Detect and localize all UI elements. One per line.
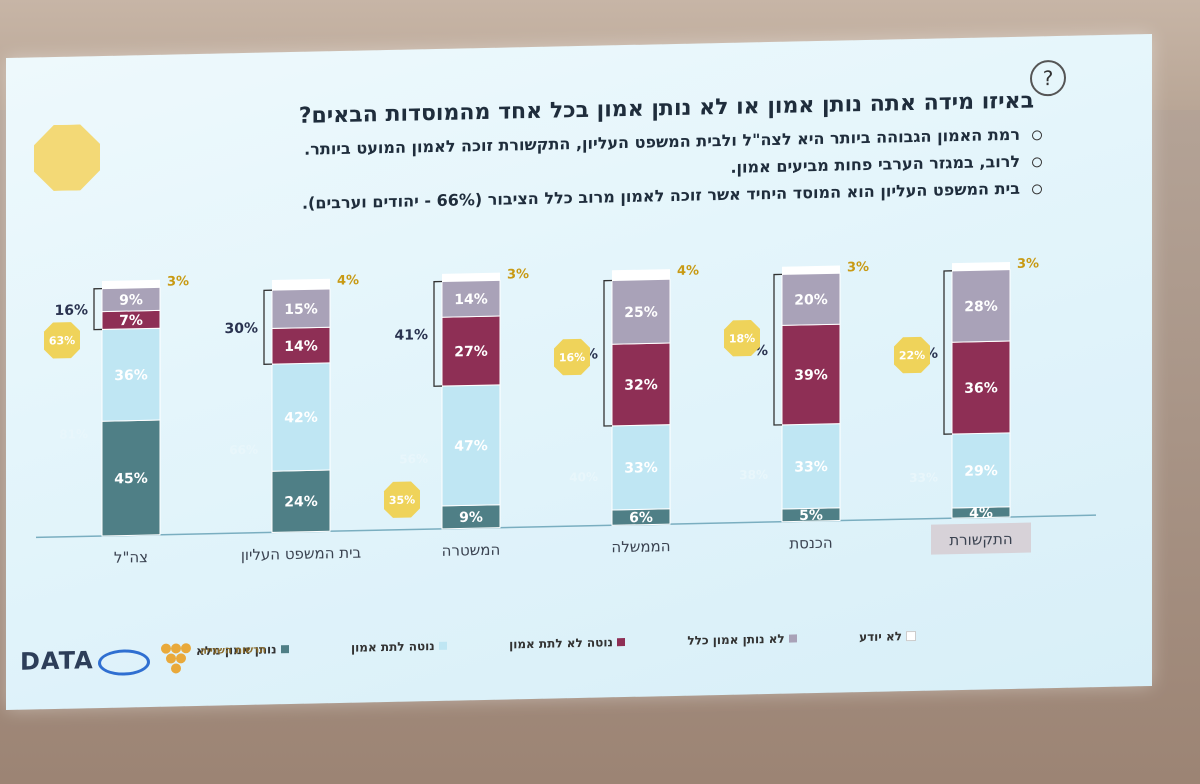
dont-know-label: 4%	[677, 263, 699, 278]
segment-label: 5%	[799, 508, 823, 524]
bar-segment	[782, 265, 840, 275]
legend-swatch	[438, 641, 447, 650]
segment-label: 4%	[969, 505, 993, 521]
dont-know-label: 3%	[1017, 256, 1039, 271]
legend-item: לא נותן אמון כלל	[687, 631, 797, 648]
segment-label: 32%	[624, 377, 658, 394]
no-trust-bracket	[603, 279, 612, 427]
segment-label: 9%	[459, 510, 483, 526]
segment-label: 29%	[964, 463, 998, 480]
segment-label: 14%	[284, 338, 318, 355]
trust-total: 33%	[909, 470, 938, 485]
segment-label: 45%	[114, 471, 148, 488]
dont-know-label: 3%	[507, 267, 529, 282]
trust-total: 40%	[569, 470, 598, 485]
category-label: צה"ל	[114, 548, 148, 567]
segment-label: 33%	[624, 460, 658, 477]
legend-label: לא יודע	[859, 629, 902, 645]
category-label: בית המשפט העליון	[241, 544, 362, 565]
no-trust-total: 41%	[394, 327, 428, 344]
bar-segment	[272, 278, 330, 291]
no-trust-bracket	[433, 280, 442, 387]
legend-swatch	[280, 645, 289, 654]
no-trust-bracket	[263, 289, 272, 365]
category-label: המשטרה	[442, 541, 501, 560]
arab-sector-badge	[44, 322, 80, 359]
segment-label: 28%	[964, 299, 998, 316]
bar-segment	[442, 272, 500, 282]
category-label: הכנסת	[789, 534, 832, 553]
arab-sector-badge-label: 22%	[899, 349, 925, 363]
segment-label: 47%	[454, 438, 488, 455]
highlight-box	[931, 522, 1031, 555]
dont-know-label: 4%	[337, 273, 359, 288]
bar-segment	[612, 269, 670, 281]
hive-logo-text: הרשות השנייה	[200, 644, 266, 657]
dont-know-label: 3%	[847, 260, 869, 275]
segment-label: 15%	[284, 301, 318, 318]
trust-total: 56%	[399, 452, 428, 467]
legend-label: נוטה לתת אמון	[351, 639, 435, 655]
category-label: הממשלה	[611, 537, 670, 556]
segment-label: 25%	[624, 304, 658, 321]
segment-label: 14%	[454, 291, 488, 308]
segment-label: 6%	[629, 510, 653, 526]
legend-swatch	[906, 630, 916, 642]
trust-total: 38%	[739, 468, 768, 483]
segment-label: 20%	[794, 292, 828, 309]
segment-label: 39%	[794, 367, 828, 384]
slide: ? באיזו מידה אתה נותן אמון או לא נותן אמ…	[6, 33, 1152, 710]
segment-label: 36%	[114, 367, 148, 384]
legend-item: לא יודע	[859, 629, 916, 644]
bar-segment	[611, 278, 671, 345]
arab-sector-badge-label: 16%	[559, 351, 585, 365]
arab-sector-badge-label: 63%	[49, 334, 75, 348]
segment-label: 9%	[119, 292, 143, 308]
no-trust-bracket	[943, 270, 952, 435]
segment-label: 36%	[964, 380, 998, 397]
trust-total: 81%	[59, 427, 88, 442]
segment-label: 7%	[119, 313, 143, 329]
no-trust-total: 30%	[224, 320, 258, 337]
dont-know-label: 3%	[167, 274, 189, 289]
category-label: התקשורת	[949, 530, 1012, 549]
segment-label: 42%	[284, 410, 318, 427]
segment-label: 33%	[794, 459, 828, 476]
arab-sector-badge	[724, 320, 760, 357]
bar-segment	[952, 261, 1010, 271]
honeycomb-logo-icon	[161, 643, 191, 674]
no-trust-total: 16%	[54, 302, 88, 319]
legend-label: נוטה לא לתת אמון	[509, 635, 613, 652]
bar-segment	[781, 272, 841, 326]
legend-item: נוטה לא לתת אמון	[509, 635, 625, 651]
no-trust-bracket	[93, 287, 102, 331]
stacked-bar-chart: 45% 36% 7% 9% 3% 16% 81% 63% צה"ל 24% 42% 14% 15% 4% 3…	[36, 256, 1096, 567]
data-logo: DATA	[20, 646, 94, 676]
legend-swatch	[616, 638, 625, 647]
segment-label: 27%	[454, 344, 488, 361]
chart-baseline	[36, 514, 1096, 539]
legend-item: נוטה לתת אמון	[351, 639, 447, 655]
arab-sector-badge	[894, 336, 930, 374]
legend-label: לא נותן אמון כלל	[687, 631, 785, 648]
segment-label: 24%	[284, 494, 318, 511]
arab-sector-badge-label: 18%	[729, 332, 755, 346]
trust-total: 66%	[229, 443, 258, 458]
arab-sector-badge-label: 35%	[389, 493, 415, 507]
arab-sector-badge	[384, 481, 420, 518]
no-trust-bracket	[773, 273, 782, 426]
bar-segment	[102, 279, 160, 289]
legend-swatch	[788, 634, 797, 643]
arab-sector-badge	[554, 338, 590, 376]
